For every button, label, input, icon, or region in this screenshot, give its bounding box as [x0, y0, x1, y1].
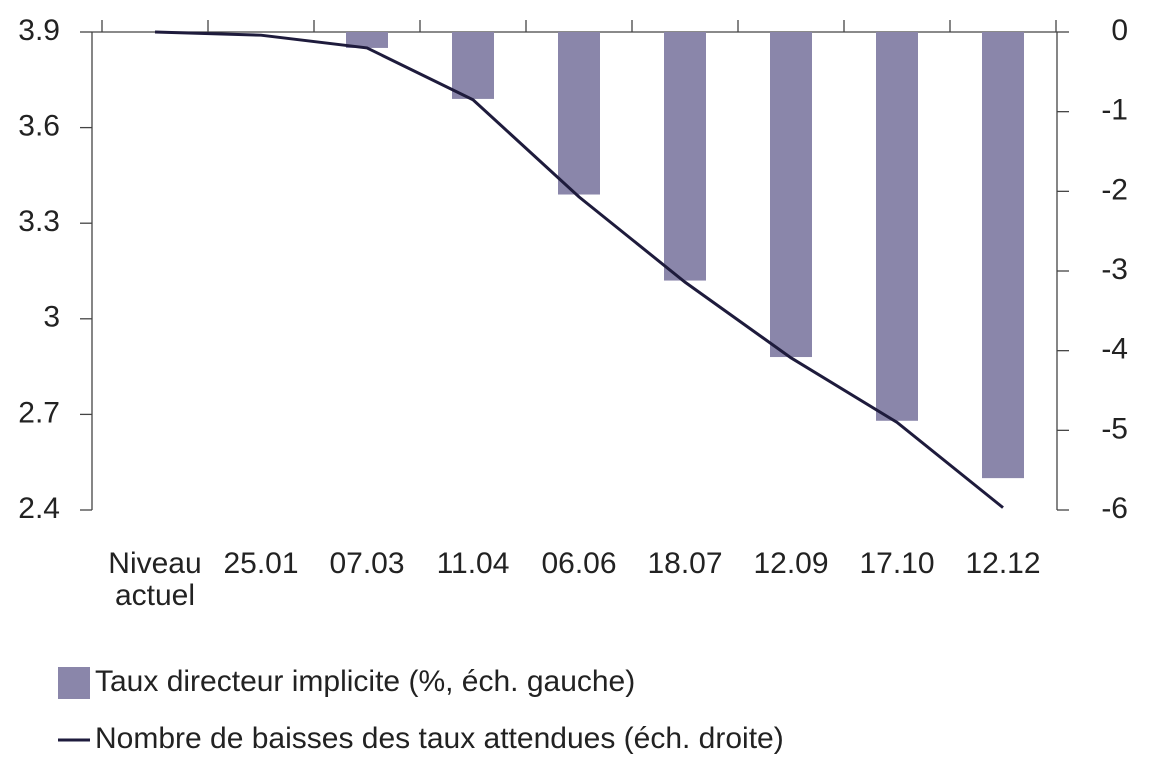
- y2-tick-label: 0: [1111, 14, 1128, 47]
- legend-swatch: [58, 667, 90, 699]
- y2-tick-label: -3: [1101, 253, 1128, 286]
- bar: [452, 32, 494, 99]
- x-tick-label: 06.06: [541, 547, 617, 580]
- x-tick-label: 12.09: [753, 547, 829, 580]
- y-tick-label: 3.6: [18, 110, 60, 143]
- bar: [664, 32, 706, 281]
- x-tick-label: 25.01: [223, 547, 299, 580]
- legend-label: Taux directeur implicite (%, éch. gauche…: [95, 665, 635, 698]
- x-tick-label: 07.03: [329, 547, 405, 580]
- y-tick-label: 2.4: [18, 492, 60, 525]
- y-tick-label: 2.7: [18, 396, 60, 429]
- bar: [876, 32, 918, 421]
- x-tick-label: Niveau actuel: [108, 547, 202, 612]
- line: [154, 30, 1004, 509]
- x-tick-label: 11.04: [436, 547, 510, 580]
- y-tick-label: 3.9: [18, 14, 60, 47]
- x-tick-label: 18.07: [647, 547, 723, 580]
- bar: [982, 32, 1024, 479]
- y2-tick-label: -1: [1101, 94, 1128, 127]
- y-tick-label: 3.3: [18, 205, 60, 238]
- x-tick-label: 17.10: [859, 547, 935, 580]
- y2-tick-label: -6: [1101, 492, 1128, 525]
- x-tick-label: 12.12: [965, 547, 1041, 580]
- bar: [346, 32, 388, 48]
- bar: [558, 32, 600, 195]
- y2-tick-label: -2: [1101, 173, 1128, 206]
- y2-tick-label: -5: [1101, 412, 1128, 445]
- y-tick-label: 3: [43, 301, 60, 334]
- bar: [770, 32, 812, 358]
- legend-label: Nombre de baisses des taux attendues (éc…: [95, 722, 784, 755]
- y2-tick-label: -4: [1101, 333, 1128, 366]
